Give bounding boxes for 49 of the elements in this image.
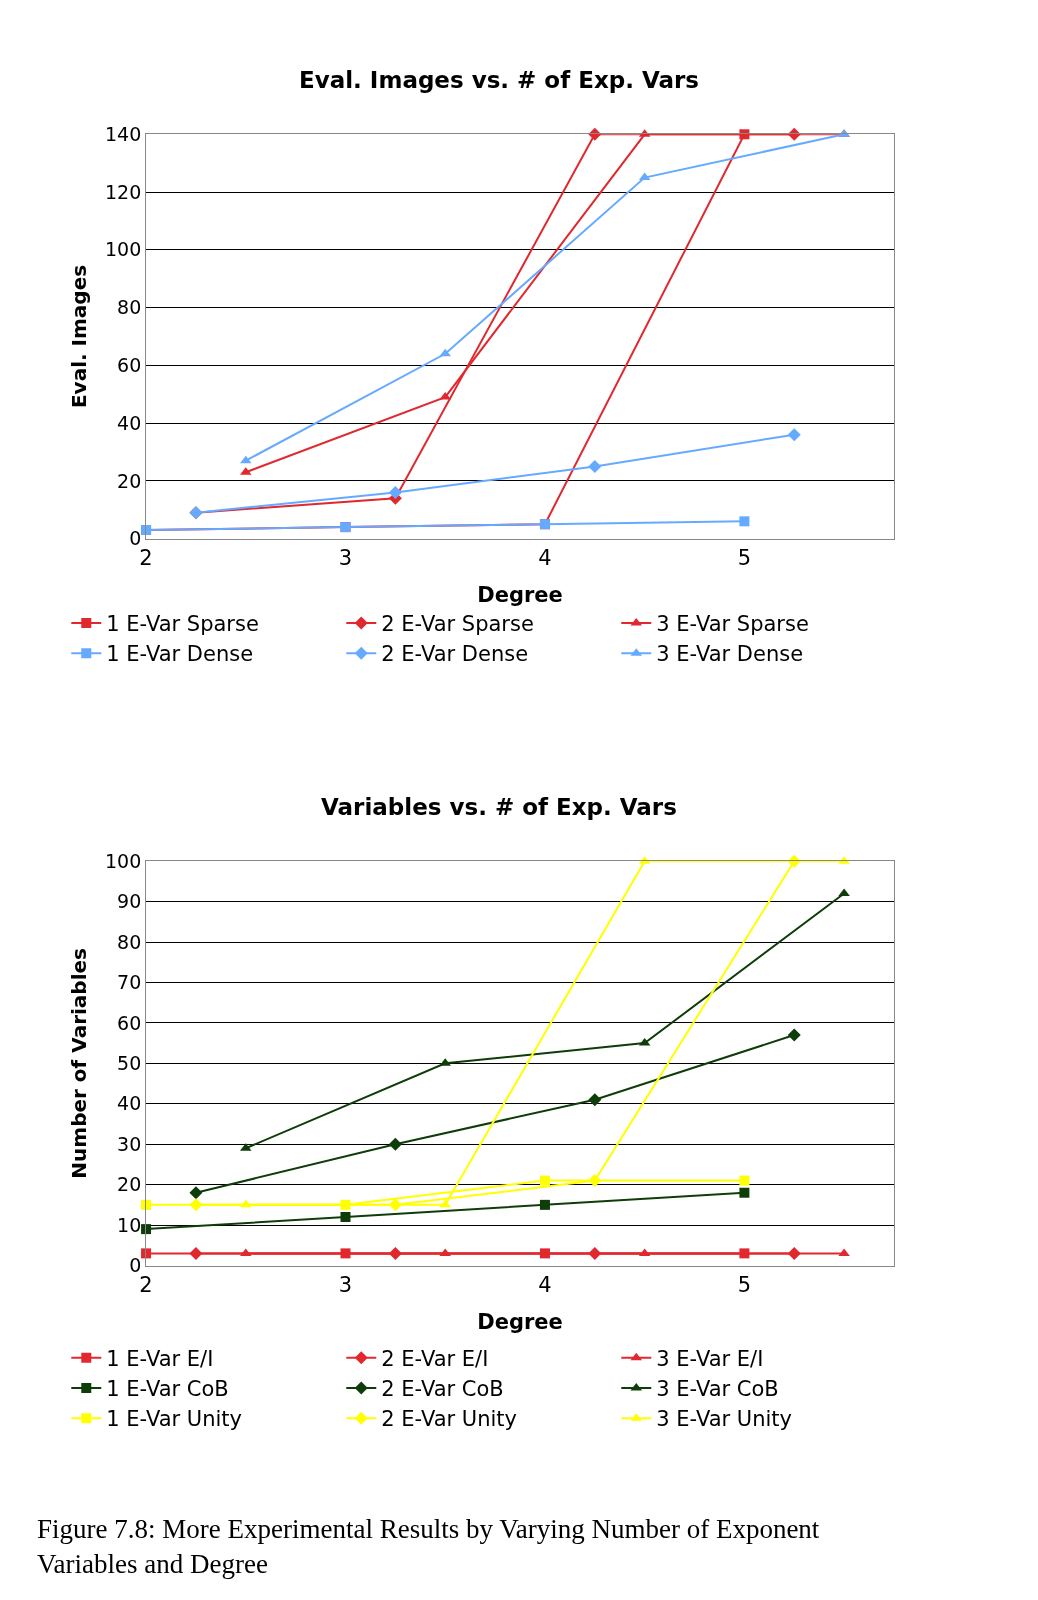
- y-tick-label: 120: [104, 180, 142, 203]
- legend-label: 2 E-Var Dense: [381, 642, 529, 667]
- legend-label: 1 E-Var E/I: [106, 1346, 214, 1371]
- x-tick-label: 5: [737, 545, 752, 570]
- y-tick-label: 40: [117, 411, 142, 434]
- caption: Figure 7.8: More Experimental Results by Varying Number of Exponent Variables and Degree: [37, 1514, 820, 1580]
- legend-label: 2 E-Var Sparse: [381, 612, 534, 637]
- y-tick-label: 100: [104, 238, 142, 261]
- y-axis-title: Number of Variables: [67, 947, 92, 1179]
- y-tick-label: 90: [117, 890, 142, 913]
- x-tick-label: 3: [338, 545, 353, 570]
- x-tick-label: 2: [139, 1272, 153, 1297]
- x-axis-title: Degree: [477, 583, 563, 608]
- x-tick-label: 3: [338, 1272, 353, 1297]
- y-tick-label: 10: [117, 1213, 142, 1236]
- legend-label: 2 E-Var Unity: [381, 1407, 518, 1432]
- x-tick-label: 4: [538, 545, 552, 570]
- y-tick-label: 30: [117, 1132, 142, 1155]
- legend-label: 3 E-Var CoB: [656, 1377, 779, 1402]
- legend-label: 1 E-Var CoB: [106, 1377, 229, 1402]
- y-tick-label: 0: [129, 1254, 142, 1277]
- x-tick-label: 5: [737, 1272, 752, 1297]
- legend-label: 3 E-Var Sparse: [656, 612, 809, 637]
- legend-label: 1 E-Var Unity: [106, 1407, 243, 1432]
- y-tick-label: 40: [117, 1092, 142, 1115]
- legend-label: 1 E-Var Sparse: [106, 612, 259, 637]
- chart-title: Eval. Images vs. # of Exp. Vars: [299, 67, 700, 93]
- y-tick-label: 60: [117, 353, 142, 376]
- y-tick-label: 20: [117, 1173, 142, 1196]
- chart-title: Variables vs. # of Exp. Vars: [321, 794, 677, 820]
- x-tick-label: 4: [538, 1272, 552, 1297]
- y-tick-label: 80: [117, 930, 142, 953]
- legend-label: 2 E-Var CoB: [381, 1377, 504, 1402]
- y-tick-label: 50: [117, 1051, 142, 1074]
- legend-label: 3 E-Var Unity: [656, 1407, 793, 1432]
- y-tick-label: 100: [104, 849, 142, 872]
- y-axis-title: Eval. Images: [67, 264, 92, 409]
- legend-label: 3 E-Var E/I: [656, 1346, 764, 1371]
- y-tick-label: 60: [117, 1011, 142, 1034]
- legend-label: 2 E-Var E/I: [381, 1346, 489, 1371]
- x-axis-title: Degree: [477, 1309, 563, 1334]
- y-tick-label: 0: [129, 527, 142, 550]
- y-tick-label: 80: [117, 296, 142, 319]
- y-tick-label: 140: [104, 122, 142, 145]
- x-tick-label: 2: [139, 545, 153, 570]
- y-tick-label: 20: [117, 469, 142, 492]
- legend-label: 1 E-Var Dense: [106, 642, 254, 667]
- y-tick-label: 70: [117, 971, 142, 994]
- legend-label: 3 E-Var Dense: [656, 642, 804, 667]
